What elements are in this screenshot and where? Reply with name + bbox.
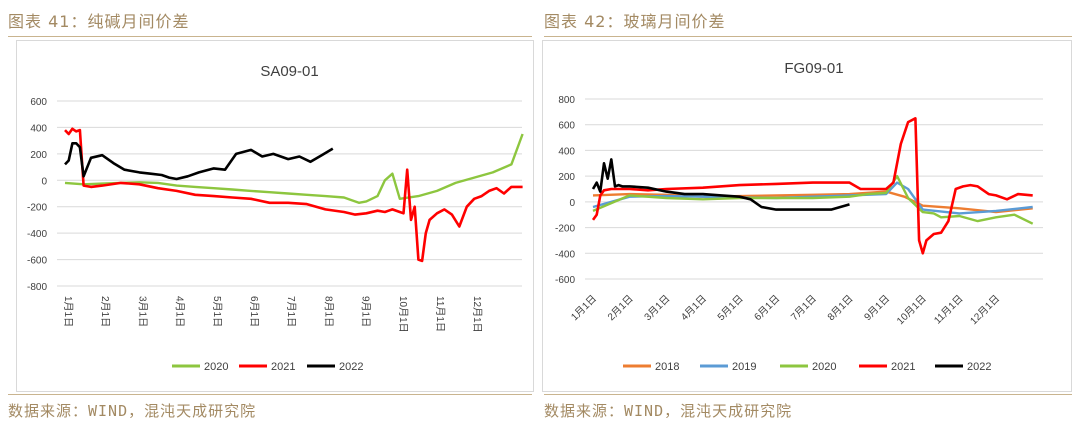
right-bottom-rule — [544, 394, 1072, 395]
legend-label-2018: 2018 — [655, 361, 679, 373]
y-tick-label: 0 — [41, 176, 47, 187]
series-line-2021 — [64, 127, 523, 263]
y-tick-label: 600 — [558, 121, 575, 132]
x-tick-label: 5月1日 — [715, 293, 745, 323]
y-tick-label: 0 — [569, 198, 575, 209]
legend-label-2021: 2021 — [271, 361, 295, 373]
legend-label-2020: 2020 — [812, 361, 836, 373]
legend-label-2022: 2022 — [967, 361, 991, 373]
series-line-2022 — [591, 158, 850, 211]
legend-label-2021: 2021 — [891, 361, 915, 373]
y-tick-label: -200 — [27, 203, 47, 214]
y-tick-label: 200 — [558, 172, 575, 183]
chart-title: SA09-01 — [260, 63, 318, 80]
left-source-note: 数据来源：WIND，混沌天成研究院 — [8, 402, 257, 420]
y-tick-label: 400 — [558, 146, 575, 157]
y-tick-label: -400 — [555, 249, 575, 260]
legend-label-2020: 2020 — [204, 361, 228, 373]
y-tick-label: -400 — [27, 229, 47, 240]
legend-label-2022: 2022 — [339, 361, 363, 373]
x-tick-label: 7月1日 — [788, 293, 818, 323]
left-chart-panel: SA09-01 600 400 200 0 -200 -400 -600 -800 1月1日 2月1… — [16, 40, 534, 392]
x-tick-label: 11月1日 — [434, 296, 446, 332]
x-tick-label: 6月1日 — [248, 296, 260, 327]
series-line-2019 — [592, 181, 1033, 215]
fg-spread-chart: FG09-01 800 600 400 200 0 -200 -400 -600 1月1日 2月1日… — [555, 60, 1043, 373]
x-tick-label: 2月1日 — [99, 296, 111, 327]
y-tick-label: 600 — [30, 97, 47, 108]
left-top-rule — [8, 36, 532, 37]
x-tick-label: 8月1日 — [825, 293, 855, 323]
y-tick-label: -200 — [555, 224, 575, 235]
x-tick-label: 1月1日 — [62, 296, 74, 327]
y-tick-label: -800 — [27, 282, 47, 293]
right-figure-caption: 图表 42：玻璃月间价差 — [544, 12, 726, 31]
y-tick-label: 400 — [30, 123, 47, 134]
x-tick-label: 9月1日 — [360, 296, 372, 327]
y-tick-label: 200 — [30, 150, 47, 161]
x-tick-label: 9月1日 — [862, 293, 892, 323]
y-tick-label: -600 — [555, 275, 575, 286]
x-tick-label: 4月1日 — [679, 293, 709, 323]
y-tick-label: -600 — [27, 256, 47, 267]
x-tick-label: 8月1日 — [322, 296, 334, 327]
series-line-2022 — [64, 142, 334, 181]
x-tick-label: 1月1日 — [569, 293, 599, 323]
right-top-rule — [544, 36, 1072, 37]
left-figure-caption: 图表 41：纯碱月间价差 — [8, 12, 190, 31]
x-tick-label: 10月1日 — [397, 296, 409, 333]
series-line-2021 — [591, 117, 1033, 255]
x-tick-label: 7月1日 — [285, 296, 297, 327]
legend-label-2019: 2019 — [732, 361, 756, 373]
x-tick-label: 2月1日 — [605, 293, 635, 323]
x-tick-label: 3月1日 — [642, 293, 672, 323]
right-chart-panel: FG09-01 800 600 400 200 0 -200 -400 -600 1月1日 2月1日… — [542, 40, 1072, 392]
right-source-note: 数据来源：WIND，混沌天成研究院 — [544, 402, 793, 420]
chart-title: FG09-01 — [784, 60, 843, 77]
left-bottom-rule — [8, 394, 532, 395]
x-tick-label: 4月1日 — [174, 296, 186, 327]
x-tick-label: 11月1日 — [932, 293, 966, 327]
x-tick-label: 3月1日 — [136, 296, 148, 327]
y-tick-label: 800 — [558, 95, 575, 106]
x-tick-label: 10月1日 — [894, 293, 928, 327]
series-line-2020 — [64, 133, 524, 205]
x-tick-label: 12月1日 — [471, 296, 483, 333]
x-tick-label: 12月1日 — [968, 293, 1002, 327]
sa-spread-chart: SA09-01 600 400 200 0 -200 -400 -600 -800 1月1日 2月1… — [27, 63, 524, 373]
x-tick-label: 6月1日 — [752, 293, 782, 323]
x-tick-label: 5月1日 — [211, 296, 223, 327]
